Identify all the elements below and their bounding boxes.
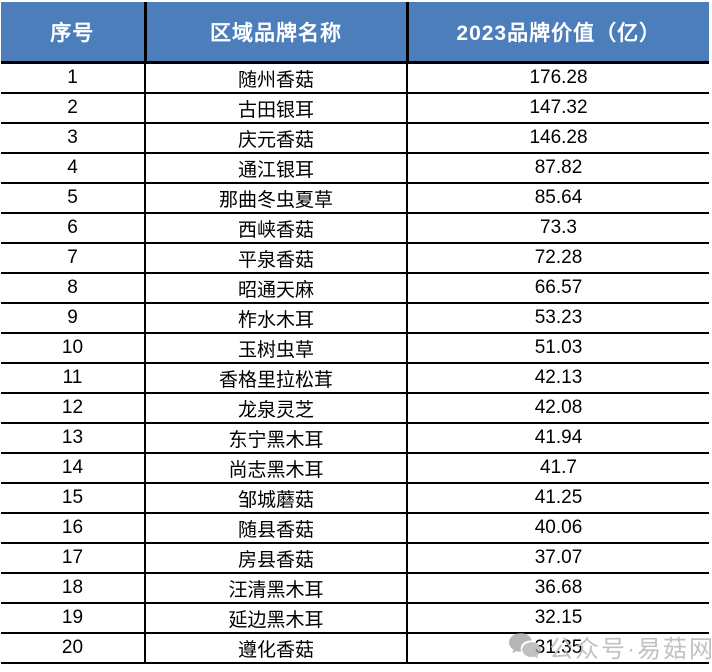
serial-cell: 17 xyxy=(1,543,146,574)
table-row: 8 昭通天麻 66.57 xyxy=(1,273,709,304)
brand-value-cell: 85.64 xyxy=(406,183,709,214)
brand-name-cell: 龙泉灵芝 xyxy=(144,393,408,424)
column-header-brand-value: 2023品牌价值（亿） xyxy=(405,2,709,64)
brand-name-cell: 古田银耳 xyxy=(144,93,408,124)
brand-name-cell: 那曲冬虫夏草 xyxy=(144,183,408,214)
table-row: 16 随县香菇 40.06 xyxy=(1,513,709,544)
table-row: 9 柞水木耳 53.23 xyxy=(1,303,709,334)
serial-cell: 12 xyxy=(1,393,146,424)
table-row: 14 尚志黑木耳 41.7 xyxy=(1,453,709,484)
brand-name-cell: 延边黑木耳 xyxy=(144,603,408,634)
brand-name-cell: 西峡香菇 xyxy=(144,213,408,244)
brand-value-cell: 41.25 xyxy=(406,483,709,514)
serial-cell: 7 xyxy=(1,243,146,274)
brand-value-cell: 87.82 xyxy=(406,153,709,184)
table-row: 5 那曲冬虫夏草 85.64 xyxy=(1,183,709,214)
brand-value-cell: 41.7 xyxy=(406,453,709,484)
serial-cell: 10 xyxy=(1,333,146,364)
brand-value-cell: 146.28 xyxy=(406,123,709,154)
brand-value-cell: 37.07 xyxy=(406,543,709,574)
header-row: 序号 区域品牌名称 2023品牌价值（亿） xyxy=(1,2,709,64)
brand-name-cell: 平泉香菇 xyxy=(144,243,408,274)
brand-name-cell: 随州香菇 xyxy=(144,62,408,94)
brand-value-cell: 41.94 xyxy=(406,423,709,454)
brand-value-cell: 42.08 xyxy=(406,393,709,424)
serial-cell: 16 xyxy=(1,513,146,544)
brand-name-cell: 房县香菇 xyxy=(144,543,408,574)
table-row: 10 玉树虫草 51.03 xyxy=(1,333,709,364)
table-row: 15 邹城蘑菇 41.25 xyxy=(1,483,709,514)
table-row: 17 房县香菇 37.07 xyxy=(1,543,709,574)
table-row: 1 随州香菇 176.28 xyxy=(1,62,709,94)
serial-cell: 14 xyxy=(1,453,146,484)
brand-value-cell: 72.28 xyxy=(406,243,709,274)
table-header: 序号 区域品牌名称 2023品牌价值（亿） xyxy=(1,2,709,64)
table-row: 3 庆元香菇 146.28 xyxy=(1,123,709,154)
table-row: 20 遵化香菇 31.35 xyxy=(1,633,709,664)
serial-cell: 13 xyxy=(1,423,146,454)
serial-cell: 9 xyxy=(1,303,146,334)
serial-cell: 15 xyxy=(1,483,146,514)
brand-name-cell: 通江银耳 xyxy=(144,153,408,184)
serial-cell: 3 xyxy=(1,123,146,154)
table-row: 2 古田银耳 147.32 xyxy=(1,93,709,124)
brand-name-cell: 汪清黑木耳 xyxy=(144,573,408,604)
table-body: 1 随州香菇 176.28 2 古田银耳 147.32 3 庆元香菇 146.28 4 通江银耳 87… xyxy=(1,62,709,664)
brand-value-cell: 31.35 xyxy=(406,633,709,664)
table-row: 18 汪清黑木耳 36.68 xyxy=(1,573,709,604)
brand-value-cell: 51.03 xyxy=(406,333,709,364)
brand-name-cell: 随县香菇 xyxy=(144,513,408,544)
column-header-serial: 序号 xyxy=(1,2,147,64)
serial-cell: 5 xyxy=(1,183,146,214)
table-row: 19 延边黑木耳 32.15 xyxy=(1,603,709,634)
column-header-brand-name: 区域品牌名称 xyxy=(143,2,409,64)
serial-cell: 20 xyxy=(1,633,146,664)
serial-cell: 1 xyxy=(1,62,146,94)
table-row: 12 龙泉灵芝 42.08 xyxy=(1,393,709,424)
brand-name-cell: 玉树虫草 xyxy=(144,333,408,364)
serial-cell: 4 xyxy=(1,153,146,184)
table-row: 11 香格里拉松茸 42.13 xyxy=(1,363,709,394)
brand-value-cell: 73.3 xyxy=(406,213,709,244)
brand-value-cell: 36.68 xyxy=(406,573,709,604)
brand-value-cell: 66.57 xyxy=(406,273,709,304)
brand-name-cell: 尚志黑木耳 xyxy=(144,453,408,484)
serial-cell: 18 xyxy=(1,573,146,604)
brand-value-cell: 53.23 xyxy=(406,303,709,334)
serial-cell: 8 xyxy=(1,273,146,304)
brand-name-cell: 柞水木耳 xyxy=(144,303,408,334)
brand-value-cell: 176.28 xyxy=(406,62,709,94)
serial-cell: 2 xyxy=(1,93,146,124)
brand-name-cell: 遵化香菇 xyxy=(144,633,408,664)
brand-name-cell: 东宁黑木耳 xyxy=(144,423,408,454)
brand-name-cell: 香格里拉松茸 xyxy=(144,363,408,394)
table-row: 4 通江银耳 87.82 xyxy=(1,153,709,184)
brand-value-cell: 147.32 xyxy=(406,93,709,124)
brand-name-cell: 昭通天麻 xyxy=(144,273,408,304)
brand-value-table: 序号 区域品牌名称 2023品牌价值（亿） 1 随州香菇 176.28 2 古田银耳 14… xyxy=(1,2,709,664)
brand-name-cell: 庆元香菇 xyxy=(144,123,408,154)
serial-cell: 6 xyxy=(1,213,146,244)
brand-value-cell: 32.15 xyxy=(406,603,709,634)
brand-value-cell: 40.06 xyxy=(406,513,709,544)
brand-value-cell: 42.13 xyxy=(406,363,709,394)
serial-cell: 11 xyxy=(1,363,146,394)
serial-cell: 19 xyxy=(1,603,146,634)
table-row: 13 东宁黑木耳 41.94 xyxy=(1,423,709,454)
brand-name-cell: 邹城蘑菇 xyxy=(144,483,408,514)
table-row: 7 平泉香菇 72.28 xyxy=(1,243,709,274)
table-row: 6 西峡香菇 73.3 xyxy=(1,213,709,244)
